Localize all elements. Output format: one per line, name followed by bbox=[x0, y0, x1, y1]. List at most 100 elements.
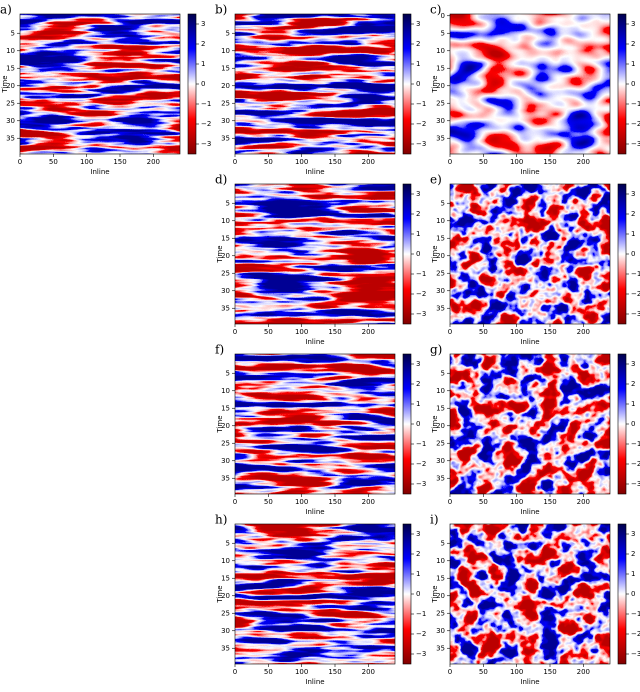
x-tick-label: 200 bbox=[362, 328, 375, 336]
y-tick-label: 35 bbox=[6, 134, 15, 142]
x-tick-label: 200 bbox=[577, 328, 590, 336]
x-axis-label: Inline bbox=[520, 508, 539, 516]
heatmap-image bbox=[20, 14, 180, 154]
colorbar bbox=[402, 183, 412, 325]
colorbar-tick-label: −3 bbox=[631, 480, 640, 488]
y-tick-label: 15 bbox=[221, 574, 230, 582]
panel-label: a) bbox=[0, 3, 12, 17]
panel: a)0 50 100 150 2005101520253035InlineTime321… bbox=[0, 3, 211, 177]
x-tick-label: 200 bbox=[362, 498, 375, 506]
x-tick-label: 200 bbox=[362, 158, 375, 166]
y-tick-label: 5 bbox=[226, 369, 230, 377]
y-tick-label: 15 bbox=[221, 64, 230, 72]
x-tick-label: 0 bbox=[448, 328, 452, 336]
y-tick-label: 10 bbox=[6, 47, 15, 55]
y-axis-label: Time bbox=[431, 585, 439, 603]
x-axis-label: Inline bbox=[90, 168, 109, 176]
panel-label: e) bbox=[430, 173, 442, 187]
colorbar-tick-label: −3 bbox=[416, 140, 426, 148]
plot-frame bbox=[19, 13, 181, 155]
y-tick-label: 30 bbox=[221, 287, 230, 295]
panel: b)0 50 100 150 2005101520253035Inline3210−1−… bbox=[215, 3, 426, 177]
x-tick-label: 150 bbox=[543, 668, 556, 676]
y-tick-label: 20 bbox=[436, 422, 445, 430]
y-tick-label: 5 bbox=[226, 539, 230, 547]
y-tick-label: 35 bbox=[436, 304, 445, 312]
heatmap-image bbox=[235, 354, 395, 494]
y-tick-label: 5 bbox=[11, 29, 15, 37]
y-tick-label: 30 bbox=[436, 287, 445, 295]
y-tick-label: 20 bbox=[436, 82, 445, 90]
x-axis-label: Inline bbox=[305, 338, 324, 346]
panel: f)0 50 100 150 2005101520253035InlineTime321… bbox=[215, 343, 426, 517]
y-tick-label: 25 bbox=[6, 99, 15, 107]
x-tick-label: 0 bbox=[448, 158, 452, 166]
colorbar-tick-label: 2 bbox=[631, 380, 635, 388]
x-tick-label: 0 bbox=[233, 668, 237, 676]
x-tick-label: 50 bbox=[264, 328, 273, 336]
x-axis-label: Inline bbox=[305, 678, 324, 686]
colorbar-tick-label: −3 bbox=[631, 140, 640, 148]
x-tick-label: 200 bbox=[147, 158, 160, 166]
colorbar-tick-label: 3 bbox=[416, 530, 420, 538]
colorbar-tick-label: −3 bbox=[631, 650, 640, 658]
panel-label: g) bbox=[430, 343, 442, 357]
colorbar-tick-label: 0 bbox=[631, 250, 635, 258]
colorbar-tick-label: 1 bbox=[631, 400, 635, 408]
colorbar-tick-label: 1 bbox=[416, 400, 420, 408]
x-tick-label: 150 bbox=[328, 498, 341, 506]
panel-label: b) bbox=[215, 3, 227, 17]
y-axis-label: Time bbox=[216, 585, 224, 603]
x-tick-label: 50 bbox=[264, 668, 273, 676]
x-tick-label: 100 bbox=[510, 158, 523, 166]
colorbar bbox=[617, 353, 627, 495]
y-tick-label: 15 bbox=[436, 404, 445, 412]
colorbar-tick-label: −1 bbox=[631, 270, 640, 278]
plot-frame bbox=[234, 353, 396, 495]
x-tick-label: 0 bbox=[448, 498, 452, 506]
plot-frame bbox=[449, 353, 611, 495]
x-tick-label: 50 bbox=[49, 158, 58, 166]
colorbar-tick-label: 1 bbox=[631, 230, 635, 238]
x-tick-label: 200 bbox=[577, 498, 590, 506]
colorbar-tick-label: 3 bbox=[416, 190, 420, 198]
colorbar-tick-label: 3 bbox=[631, 190, 635, 198]
y-tick-label: 20 bbox=[221, 252, 230, 260]
colorbar-tick-label: 3 bbox=[631, 360, 635, 368]
plot-frame bbox=[449, 523, 611, 665]
y-tick-label: 10 bbox=[221, 217, 230, 225]
colorbar-tick-label: −1 bbox=[416, 270, 426, 278]
y-axis-label: Time bbox=[431, 75, 439, 93]
colorbar-tick-label: 2 bbox=[416, 40, 420, 48]
x-tick-label: 150 bbox=[543, 328, 556, 336]
x-tick-label: 100 bbox=[80, 158, 93, 166]
heatmap-image bbox=[450, 14, 610, 154]
colorbar-tick-label: −3 bbox=[416, 480, 426, 488]
y-tick-label: 35 bbox=[221, 644, 230, 652]
y-tick-label: 10 bbox=[436, 217, 445, 225]
y-tick-label: 25 bbox=[436, 439, 445, 447]
x-tick-label: 50 bbox=[264, 158, 273, 166]
y-tick-label: 5 bbox=[441, 29, 445, 37]
y-tick-label: 15 bbox=[436, 574, 445, 582]
heatmap-image bbox=[235, 524, 395, 664]
y-tick-label: 30 bbox=[436, 117, 445, 125]
colorbar bbox=[402, 523, 412, 665]
colorbar-tick-label: 2 bbox=[631, 40, 635, 48]
x-tick-label: 100 bbox=[510, 328, 523, 336]
colorbar-tick-label: 3 bbox=[631, 20, 635, 28]
x-axis-label: Inline bbox=[520, 338, 539, 346]
y-tick-label: 35 bbox=[436, 474, 445, 482]
colorbar bbox=[617, 183, 627, 325]
colorbar-tick-label: 0 bbox=[416, 420, 420, 428]
plot-frame bbox=[449, 183, 611, 325]
colorbar-tick-label: 0 bbox=[416, 590, 420, 598]
x-tick-label: 50 bbox=[479, 158, 488, 166]
heatmap-image bbox=[450, 354, 610, 494]
y-tick-label: 35 bbox=[221, 134, 230, 142]
colorbar-tick-label: −2 bbox=[631, 460, 640, 468]
y-tick-label: 15 bbox=[436, 64, 445, 72]
colorbar-tick-label: −2 bbox=[631, 290, 640, 298]
colorbar bbox=[402, 13, 412, 155]
